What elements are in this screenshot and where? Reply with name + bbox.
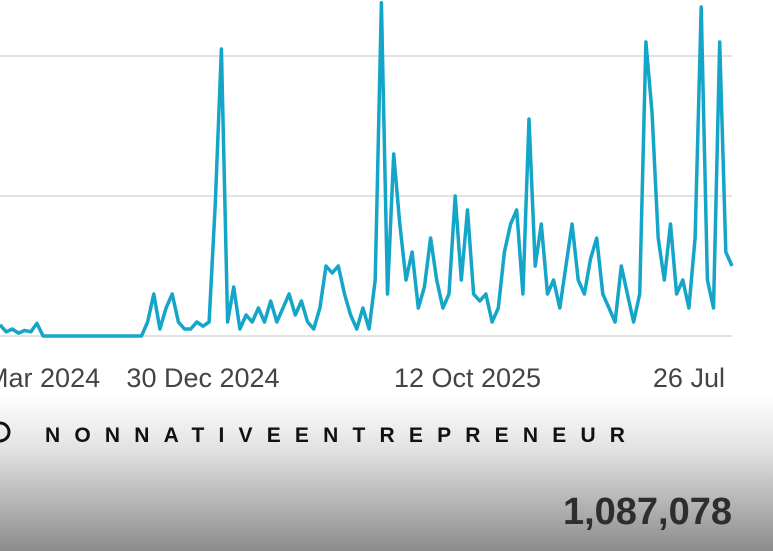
- x-tick-label: 30 Dec 2024: [126, 363, 279, 393]
- plot: Mar 2024 30 Dec 2024 12 Oct 2025 26 Jul: [0, 1, 734, 393]
- total-views: 1,087,078: [563, 491, 732, 533]
- x-tick-label: 12 Oct 2025: [394, 363, 541, 393]
- x-tick-label: Mar 2024: [0, 363, 100, 393]
- x-tick-label: 26 Jul: [653, 363, 725, 393]
- logo: [0, 421, 11, 443]
- bottom-shade: [0, 395, 773, 551]
- watermark: NONNATIVEENTREPRENEUR: [45, 424, 639, 447]
- series-line: [0, 1, 734, 338]
